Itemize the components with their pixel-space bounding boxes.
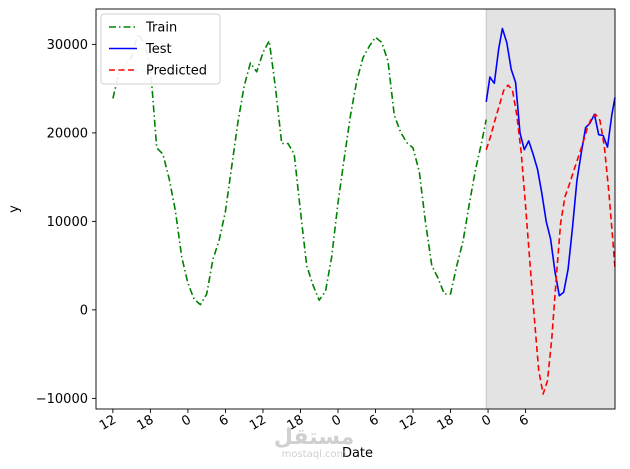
y-axis: −10000 0 10000 20000 30000: [36, 38, 96, 407]
x-tick-label: 12: [247, 412, 269, 433]
series-train-line: [112, 32, 487, 306]
legend: Train Test Predicted: [100, 13, 221, 85]
y-tick-label: 30000: [47, 38, 88, 53]
plot-frame: [95, 8, 616, 410]
y-tick-label: 20000: [47, 126, 88, 141]
x-tick-label: 12: [97, 412, 119, 433]
series-predicted-line: [485, 84, 616, 395]
legend-label-test: Test: [145, 42, 172, 57]
y-tick-label: 0: [80, 303, 88, 318]
x-tick-label: 18: [435, 412, 457, 433]
watermark-site: mostaql.com: [282, 449, 347, 460]
series-test-line: [485, 27, 616, 297]
legend-label-predicted: Predicted: [146, 64, 207, 79]
x-tick-label: 12: [397, 412, 419, 433]
x-tick-label: 18: [135, 412, 157, 433]
watermark-brand: مستقل: [274, 425, 354, 450]
legend-box: [100, 13, 221, 85]
y-axis-title: y: [7, 205, 22, 213]
x-axis-title: Date: [342, 446, 373, 461]
legend-label-train: Train: [145, 21, 177, 36]
test-period-shading: [486, 9, 615, 409]
watermark: مستقل mostaql.com: [274, 425, 354, 460]
y-tick-label: −10000: [36, 392, 88, 407]
y-tick-label: 10000: [47, 215, 88, 230]
x-tick-label: 18: [285, 412, 307, 433]
